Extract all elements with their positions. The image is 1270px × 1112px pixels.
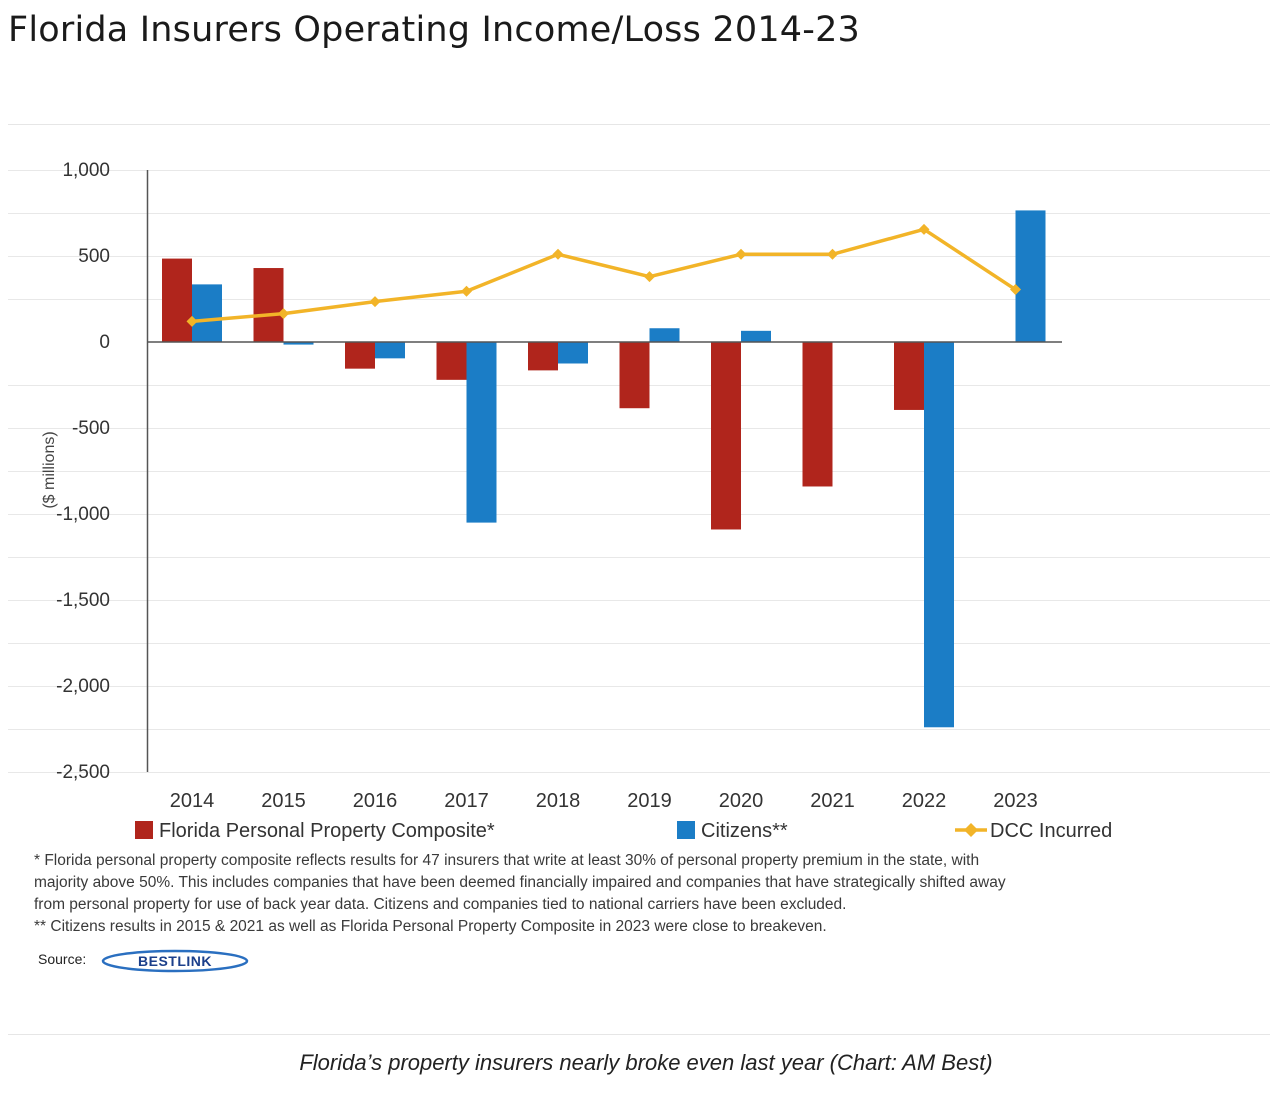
page-title: Florida Insurers Operating Income/Loss 2… [8, 10, 861, 50]
bestlink-logo-text: BESTLINK [138, 953, 212, 969]
dcc-incurred-line [191, 227, 1017, 324]
y-tick-label: -1,500 [56, 590, 110, 611]
x-tick-label: 2021 [810, 790, 855, 812]
figure-caption: Florida’s property insurers nearly broke… [299, 1050, 993, 1075]
top-divider [8, 124, 1270, 125]
y-tick-label: 500 [78, 246, 110, 267]
dcc-point-2017 [461, 285, 472, 297]
dcc-point-2018 [552, 248, 564, 260]
bar-fl-composite-2021 [802, 342, 833, 487]
y-tick-label: 1,000 [62, 160, 110, 181]
bar-fl-composite-2019 [619, 342, 650, 409]
bar-citizens-2022 [924, 342, 954, 728]
footnote-line-1: * Florida personal property composite re… [34, 852, 980, 869]
dcc-point-2014 [186, 315, 198, 327]
y-tick-label: -2,500 [56, 762, 110, 783]
footnote-line-4: ** Citizens results in 2015 & 2021 as we… [34, 918, 827, 935]
x-tick-label: 2015 [261, 790, 306, 812]
legend-swatch-marker-dcc [964, 823, 978, 837]
bar-fl-composite-2022 [894, 342, 924, 410]
bar-fl-composite-2020 [711, 342, 741, 530]
bottom-divider [8, 1034, 1270, 1035]
bar-citizens-2018 [558, 342, 588, 364]
bar-fl-composite-2015 [253, 268, 284, 342]
dcc-point-2022 [918, 223, 930, 235]
x-tick-label: 2018 [536, 790, 581, 812]
bar-fl-composite-2014 [162, 258, 192, 342]
bar-fl-composite-2018 [528, 342, 558, 371]
dcc-point-2016 [369, 296, 381, 308]
legend-swatch-citizens [677, 821, 695, 839]
dcc-point-2020 [735, 248, 747, 260]
bar-fl-composite-2017 [436, 342, 467, 380]
y-tick-label: -500 [72, 418, 110, 439]
bar-citizens-2020 [741, 330, 771, 342]
x-tick-label: 2023 [993, 790, 1038, 812]
bar-citizens-2023 [1015, 210, 1046, 342]
x-tick-label: 2016 [353, 790, 398, 812]
bar-fl-composite-2016 [345, 342, 375, 369]
bar-citizens-2019 [649, 328, 680, 342]
footnote-line-2: majority above 50%. This includes compan… [34, 874, 1006, 891]
bar-citizens-2014 [192, 284, 222, 342]
legend-label: Florida Personal Property Composite* [159, 820, 495, 842]
y-tick-label: 0 [99, 332, 110, 353]
legend-swatch-fl-composite [135, 821, 153, 839]
legend-label: DCC Incurred [990, 820, 1112, 842]
bar-citizens-2016 [375, 342, 405, 359]
x-tick-label: 2020 [719, 790, 764, 812]
bar-citizens-2015 [283, 342, 314, 345]
y-tick-label: -1,000 [56, 504, 110, 525]
x-tick-label: 2017 [444, 790, 489, 812]
dcc-point-2023 [1010, 284, 1021, 296]
x-tick-label: 2022 [902, 790, 947, 812]
y-tick-label: -2,000 [56, 676, 110, 697]
footnote-line-3: from personal property for use of back y… [34, 896, 847, 913]
x-tick-label: 2019 [627, 790, 672, 812]
dcc-point-2015 [278, 308, 289, 320]
source-label: Source: [38, 951, 87, 967]
dcc-point-2021 [827, 248, 838, 260]
y-axis-title: ($ millions) [41, 431, 58, 508]
bestlink-logo: BESTLINK [100, 948, 250, 974]
dcc-point-2019 [644, 271, 655, 283]
legend-label: Citizens** [701, 820, 788, 842]
bar-citizens-2017 [466, 342, 497, 523]
x-tick-label: 2014 [170, 790, 215, 812]
